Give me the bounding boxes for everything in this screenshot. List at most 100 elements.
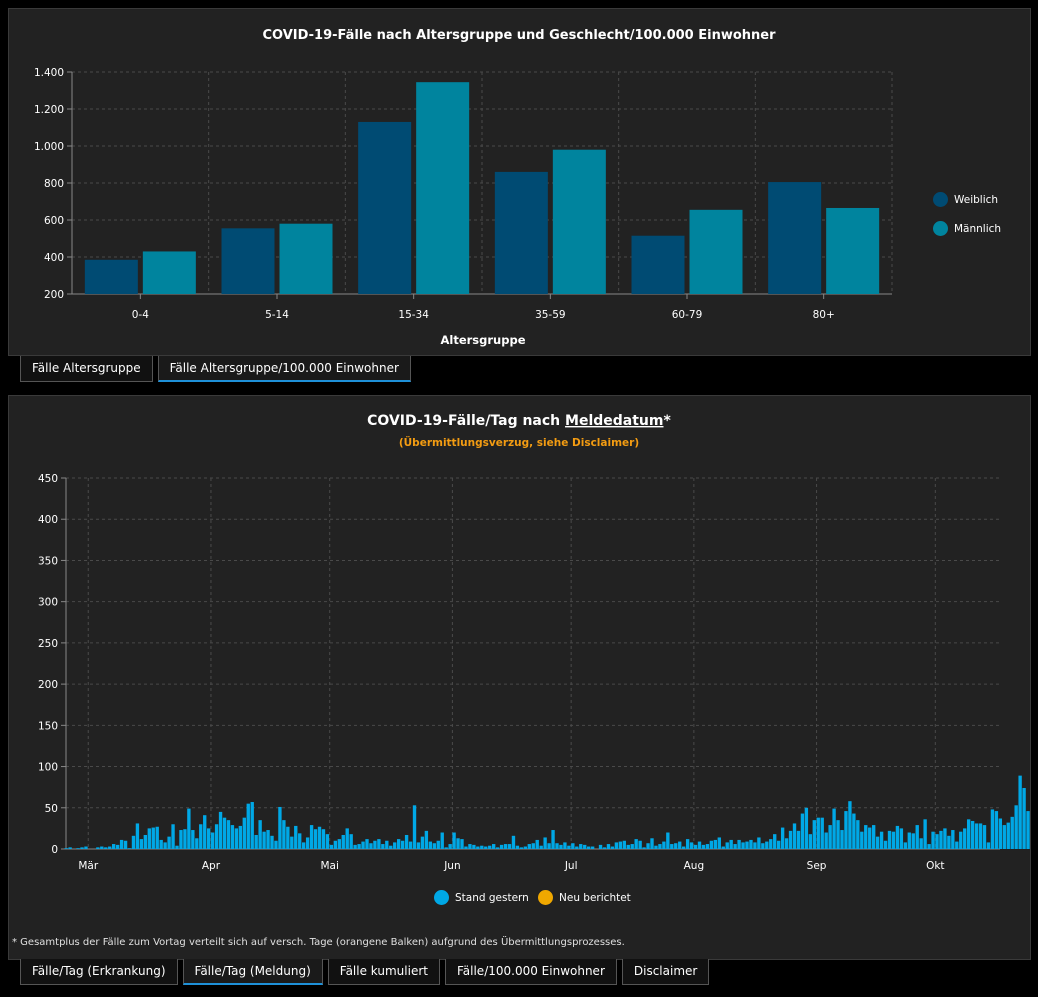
bar-stand-gestern[interactable] — [986, 842, 991, 849]
bar-stand-gestern[interactable] — [670, 844, 674, 849]
bar-stand-gestern[interactable] — [155, 826, 159, 849]
bar-stand-gestern[interactable] — [1010, 816, 1014, 849]
bar-stand-gestern[interactable] — [840, 830, 844, 849]
bar-stand-gestern[interactable] — [792, 823, 797, 849]
bar-stand-gestern[interactable] — [108, 846, 112, 849]
bar-stand-gestern[interactable] — [290, 836, 294, 849]
bar-stand-gestern[interactable] — [828, 825, 832, 849]
bar-stand-gestern[interactable] — [76, 848, 80, 849]
bar-stand-gestern[interactable] — [531, 843, 535, 849]
bar-stand-gestern[interactable] — [115, 844, 120, 849]
bar-stand-gestern[interactable] — [784, 838, 789, 849]
bar-stand-gestern[interactable] — [689, 842, 694, 849]
bar-stand-gestern[interactable] — [812, 820, 816, 849]
bar-stand-gestern[interactable] — [963, 828, 967, 849]
bar-stand-gestern[interactable] — [436, 840, 440, 849]
bar-stand-gestern[interactable] — [294, 825, 298, 849]
bar-stand-gestern[interactable] — [84, 846, 88, 849]
bar-stand-gestern[interactable] — [551, 830, 555, 849]
bar-stand-gestern[interactable] — [559, 844, 563, 849]
bar-stand-gestern[interactable] — [456, 838, 460, 849]
bar-stand-gestern[interactable] — [895, 825, 900, 849]
bar-stand-gestern[interactable] — [250, 802, 254, 849]
bar-stand-gestern[interactable] — [64, 848, 68, 849]
bar-stand-gestern[interactable] — [666, 832, 670, 849]
bar-stand-gestern[interactable] — [515, 845, 520, 849]
bar-stand-gestern[interactable] — [527, 844, 531, 849]
bar-weiblich-0-4[interactable] — [84, 259, 138, 294]
bar-stand-gestern[interactable] — [543, 837, 547, 849]
bar-stand-gestern[interactable] — [400, 840, 405, 849]
bar-stand-gestern[interactable] — [816, 817, 820, 849]
bar-stand-gestern[interactable] — [729, 839, 733, 849]
bar-stand-gestern[interactable] — [416, 842, 421, 849]
bar-stand-gestern[interactable] — [179, 830, 183, 849]
legend-item-maennlich[interactable]: Männlich — [933, 221, 1001, 236]
bar-stand-gestern[interactable] — [325, 834, 330, 849]
tab-faelle-kumuliert[interactable]: Fälle kumuliert — [327, 959, 440, 985]
bar-stand-gestern[interactable] — [923, 819, 927, 849]
bar-stand-gestern[interactable] — [349, 834, 353, 849]
bar-stand-gestern[interactable] — [111, 844, 116, 849]
bar-stand-gestern[interactable] — [871, 825, 876, 849]
bar-stand-gestern[interactable] — [464, 846, 468, 849]
bar-stand-gestern[interactable] — [856, 820, 860, 849]
bar-stand-gestern[interactable] — [638, 840, 642, 849]
bar-stand-gestern[interactable] — [575, 846, 579, 849]
bar-stand-gestern[interactable] — [491, 844, 496, 849]
bar-stand-gestern[interactable] — [864, 825, 868, 849]
bar-stand-gestern[interactable] — [484, 846, 488, 849]
bar-stand-gestern[interactable] — [206, 828, 211, 849]
bar-stand-gestern[interactable] — [915, 825, 919, 849]
bar-stand-gestern[interactable] — [947, 835, 951, 849]
bar-stand-gestern[interactable] — [258, 820, 262, 849]
bar-stand-gestern[interactable] — [701, 844, 706, 849]
bar-stand-gestern[interactable] — [717, 837, 721, 849]
bar-stand-gestern[interactable] — [693, 844, 698, 849]
bar-stand-gestern[interactable] — [341, 834, 345, 849]
bar-stand-gestern[interactable] — [959, 831, 963, 849]
bar-stand-gestern[interactable] — [966, 819, 971, 849]
bar-stand-gestern[interactable] — [761, 843, 765, 849]
bar-stand-gestern[interactable] — [749, 839, 753, 849]
bar-stand-gestern[interactable] — [939, 830, 943, 849]
bar-stand-gestern[interactable] — [650, 838, 654, 849]
bar-stand-gestern[interactable] — [440, 832, 444, 849]
bar-stand-gestern[interactable] — [674, 843, 678, 849]
bar-stand-gestern[interactable] — [804, 807, 809, 849]
tab-faelle-tag-meldung[interactable]: Fälle/Tag (Meldung) — [182, 959, 323, 985]
bar-stand-gestern[interactable] — [911, 833, 915, 849]
bar-stand-gestern[interactable] — [776, 840, 781, 849]
bar-stand-gestern[interactable] — [309, 825, 314, 849]
bar-stand-gestern[interactable] — [567, 845, 571, 849]
bar-stand-gestern[interactable] — [100, 846, 104, 849]
bar-stand-gestern[interactable] — [305, 837, 310, 849]
bar-stand-gestern[interactable] — [317, 826, 322, 849]
bar-stand-gestern[interactable] — [1022, 787, 1026, 849]
bar-stand-gestern[interactable] — [408, 841, 413, 849]
bar-stand-gestern[interactable] — [230, 825, 235, 849]
bar-stand-gestern[interactable] — [210, 832, 215, 849]
bar-stand-gestern[interactable] — [373, 840, 377, 849]
bar-stand-gestern[interactable] — [329, 844, 334, 849]
bar-stand-gestern[interactable] — [266, 830, 270, 849]
bar-stand-gestern[interactable] — [195, 838, 199, 849]
bar-stand-gestern[interactable] — [476, 846, 480, 849]
bar-stand-gestern[interactable] — [796, 830, 801, 849]
bar-stand-gestern[interactable] — [274, 840, 278, 849]
bar-stand-gestern[interactable] — [361, 841, 365, 849]
bar-stand-gestern[interactable] — [127, 848, 132, 849]
bar-stand-gestern[interactable] — [365, 839, 369, 849]
bar-stand-gestern[interactable] — [903, 842, 908, 849]
bar-stand-gestern[interactable] — [163, 842, 167, 849]
bar-stand-gestern[interactable] — [800, 813, 805, 849]
bar-stand-gestern[interactable] — [899, 828, 904, 849]
bar-stand-gestern[interactable] — [879, 831, 884, 849]
bar-stand-gestern[interactable] — [832, 808, 836, 849]
bar-stand-gestern[interactable] — [982, 825, 987, 849]
bar-stand-gestern[interactable] — [278, 806, 282, 849]
bar-stand-gestern[interactable] — [353, 844, 357, 849]
bar-stand-gestern[interactable] — [389, 845, 393, 849]
bar-stand-gestern[interactable] — [1002, 825, 1006, 849]
bar-stand-gestern[interactable] — [709, 840, 714, 849]
